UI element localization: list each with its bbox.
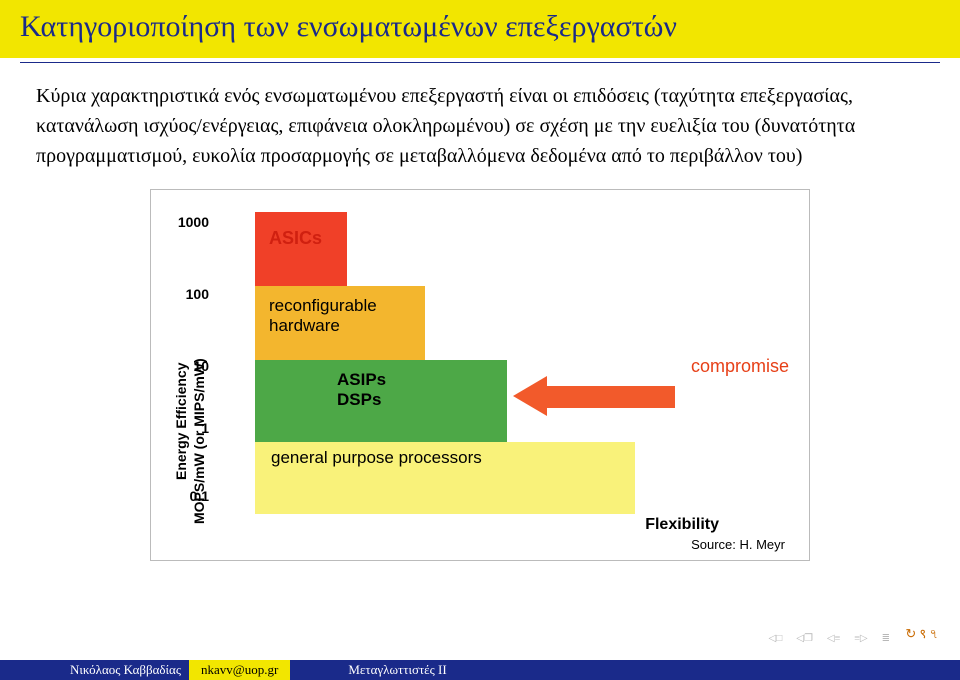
bar-label-reconfig: reconfigurable hardware — [269, 296, 377, 336]
compromise-arrow-body — [547, 386, 675, 408]
footer-author: Νικόλαος Καββαδίας — [0, 662, 189, 678]
main-paragraph: Κύρια χαρακτηριστικά ενός ενσωματωμένου … — [36, 81, 924, 171]
y-tick: 1 — [169, 420, 209, 436]
nav-icons: ◁□ ◁❐ ◁≡ ≡▷ ≣ — [769, 633, 890, 644]
flexibility-chart: Energy Efficiency MOPS/mW (or MIPS/mW) 1… — [150, 189, 810, 561]
compromise-arrow-head — [513, 376, 547, 416]
nav-prev-icon[interactable]: ◁❐ — [796, 633, 813, 644]
footer-course: Μεταγλωττιστές ΙΙ — [290, 662, 458, 678]
x-axis-label: Flexibility — [645, 516, 719, 534]
slide-title: Κατηγοριοποίηση των ενσωματωμένων επεξερ… — [20, 10, 940, 44]
compromise-label: compromise — [691, 356, 789, 377]
plot-area — [255, 212, 635, 514]
y-tick: 10 — [169, 358, 209, 374]
footer-bar: Νικόλαος Καββαδίας nkavv@uop.gr Μεταγλωτ… — [0, 660, 960, 680]
bar-label-asics: ASICs — [269, 228, 322, 249]
nav-up-icon[interactable]: ◁≡ — [827, 633, 840, 644]
bar-label-gpp: general purpose processors — [271, 448, 482, 468]
footer-email: nkavv@uop.gr — [189, 660, 290, 680]
nav-next-icon[interactable]: ≡▷ — [854, 633, 867, 644]
title-band: Κατηγοριοποίηση των ενσωματωμένων επεξερ… — [0, 0, 960, 58]
y-tick: 1000 — [169, 214, 209, 230]
nav-first-icon[interactable]: ◁□ — [769, 633, 783, 644]
nav-refresh-icon[interactable]: ↻ ९ ৭ — [905, 624, 938, 646]
y-tick: 100 — [169, 286, 209, 302]
chart-container: Energy Efficiency MOPS/mW (or MIPS/mW) 1… — [36, 189, 924, 561]
nav-section-icon[interactable]: ≣ — [882, 633, 890, 644]
bar-label-asips: ASIPs DSPs — [337, 370, 386, 410]
chart-source: Source: H. Meyr — [691, 537, 785, 552]
y-tick: 0.1 — [169, 488, 209, 504]
slide-body: Κύρια χαρακτηριστικά ενός ενσωματωμένου … — [0, 63, 960, 561]
